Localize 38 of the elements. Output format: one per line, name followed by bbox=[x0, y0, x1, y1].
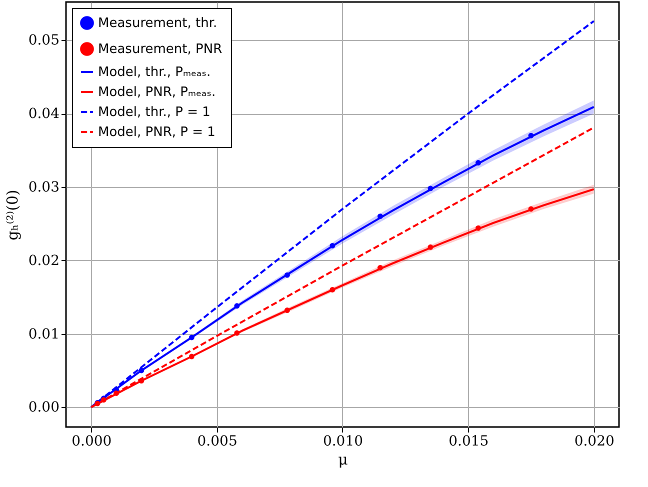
y-tick-label: 0.02 bbox=[28, 252, 60, 269]
legend-label: Measurement, thr. bbox=[98, 16, 218, 31]
point bbox=[475, 160, 481, 166]
x-tick-label: 0.015 bbox=[448, 434, 489, 450]
x-tick-label: 0.020 bbox=[574, 434, 614, 450]
point bbox=[377, 264, 383, 270]
y-axis-title: gₕ⁽²⁾(0) bbox=[3, 190, 22, 240]
x-tick-label: 0.000 bbox=[72, 434, 112, 450]
y-tick-label: 0.03 bbox=[28, 179, 60, 196]
y-tick-label: 0.00 bbox=[28, 400, 60, 416]
point bbox=[114, 390, 120, 396]
point bbox=[528, 206, 534, 212]
point bbox=[475, 225, 481, 231]
legend-label: Model, thr., Pₘₑₐₛ. bbox=[98, 65, 211, 80]
legend-label: Measurement, PNR bbox=[98, 42, 222, 57]
x-tick-label: 0.010 bbox=[322, 434, 364, 450]
point bbox=[234, 330, 240, 336]
point bbox=[330, 242, 336, 248]
legend-label: Model, PNR, P = 1 bbox=[98, 125, 216, 140]
legend-label: Model, thr., P = 1 bbox=[98, 105, 210, 120]
point bbox=[188, 354, 194, 360]
point bbox=[330, 287, 336, 292]
point bbox=[138, 378, 144, 384]
point bbox=[377, 214, 383, 220]
x-axis-title: μ bbox=[338, 450, 348, 468]
point bbox=[138, 368, 144, 374]
point bbox=[428, 186, 434, 192]
y-tick-label: 0.05 bbox=[28, 32, 60, 49]
x-tick-label: 0.005 bbox=[197, 434, 238, 450]
point bbox=[284, 308, 290, 314]
y-tick-label: 0.01 bbox=[28, 326, 60, 342]
point bbox=[234, 303, 240, 309]
point bbox=[284, 272, 290, 278]
legend-label: Model, PNR, Pₘₑₐₛ. bbox=[98, 85, 216, 100]
y-tick-label: 0.04 bbox=[28, 106, 60, 122]
point bbox=[428, 244, 434, 250]
point bbox=[188, 334, 194, 340]
point bbox=[528, 132, 534, 138]
